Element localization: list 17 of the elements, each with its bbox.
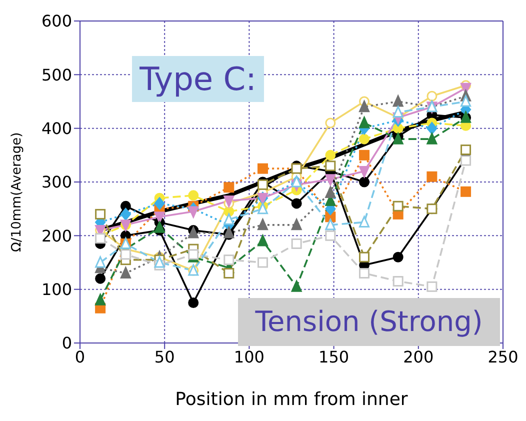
x-tick-label: 0 xyxy=(74,347,86,366)
annotation: Tension (Strong) xyxy=(238,298,500,346)
y-tick-label: 200 xyxy=(41,226,72,246)
x-tick-label: 100 xyxy=(234,347,264,366)
y-tick-label: 0 xyxy=(62,334,72,353)
x-tick-label: 250 xyxy=(488,347,518,366)
x-tick-label: 50 xyxy=(154,347,175,366)
y-axis-title: Ω/10mm(Average) xyxy=(10,132,25,252)
x-axis-title: Position in mm from inner xyxy=(175,389,408,410)
y-tick-label: 300 xyxy=(41,172,72,192)
y-tick-label: 500 xyxy=(41,65,72,84)
x-tick-label: 150 xyxy=(318,347,350,366)
y-tick-label: 100 xyxy=(41,280,72,300)
y-tick-label: 400 xyxy=(41,119,72,138)
y-tick-label: 600 xyxy=(41,12,72,31)
annotation: Type C: xyxy=(132,56,264,102)
x-tick-label: 200 xyxy=(403,347,434,366)
